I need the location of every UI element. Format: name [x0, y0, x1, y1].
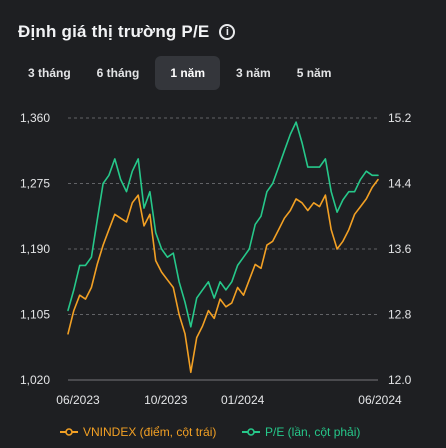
page-title: Định giá thị trường P/E — [18, 22, 210, 41]
x-tick-label: 10/2023 — [144, 393, 188, 407]
x-tick-label: 06/2024 — [358, 393, 402, 407]
series-line-pe — [67, 121, 379, 328]
y-left-tick-label: 1,105 — [20, 308, 50, 322]
y-left-tick-label: 1,275 — [20, 177, 50, 191]
legend-label-pe[interactable]: P/E (lần, cột phải) — [265, 425, 360, 439]
y-left-tick-label: 1,360 — [20, 111, 50, 125]
tab-3-nam[interactable]: 3 năm — [236, 66, 271, 80]
tab-1-nam[interactable]: 1 năm — [155, 56, 221, 90]
card-header: Định giá thị trường P/E i — [18, 20, 236, 44]
legend-marker-dot-vnindex — [65, 428, 73, 436]
y-left-tick-label: 1,020 — [20, 373, 50, 387]
tab-5-nam[interactable]: 5 năm — [296, 66, 332, 80]
x-tick-label: 06/2023 — [56, 393, 100, 407]
chart-container: 1,020 1,105 1,190 1,275 1,360 12.0 12.8 13.6 14.… — [0, 104, 446, 448]
y-left-tick-label: 1,190 — [20, 242, 50, 256]
pe-chart: 1,020 1,105 1,190 1,275 1,360 12.0 12.8 13.6 14.… — [20, 111, 412, 439]
tab-3-thang[interactable]: 3 tháng — [28, 66, 71, 80]
y-right-tick-label: 14.4 — [388, 177, 412, 191]
legend-marker-dot-pe — [247, 428, 255, 436]
y-right-tick-label: 12.8 — [388, 308, 412, 322]
y-right-tick-label: 12.0 — [388, 373, 412, 387]
x-tick-label: 01/2024 — [221, 393, 265, 407]
info-icon[interactable]: i — [219, 24, 236, 40]
series-line-vnindex — [67, 178, 379, 374]
legend-label-vnindex[interactable]: VNINDEX (điểm, cột trái) — [83, 425, 216, 439]
time-range-tabs: 3 tháng 6 tháng 1 năm 3 năm 5 năm — [18, 56, 341, 90]
y-right-tick-label: 15.2 — [388, 111, 412, 125]
tab-6-thang[interactable]: 6 tháng — [96, 66, 140, 80]
y-right-tick-label: 13.6 — [388, 242, 412, 256]
